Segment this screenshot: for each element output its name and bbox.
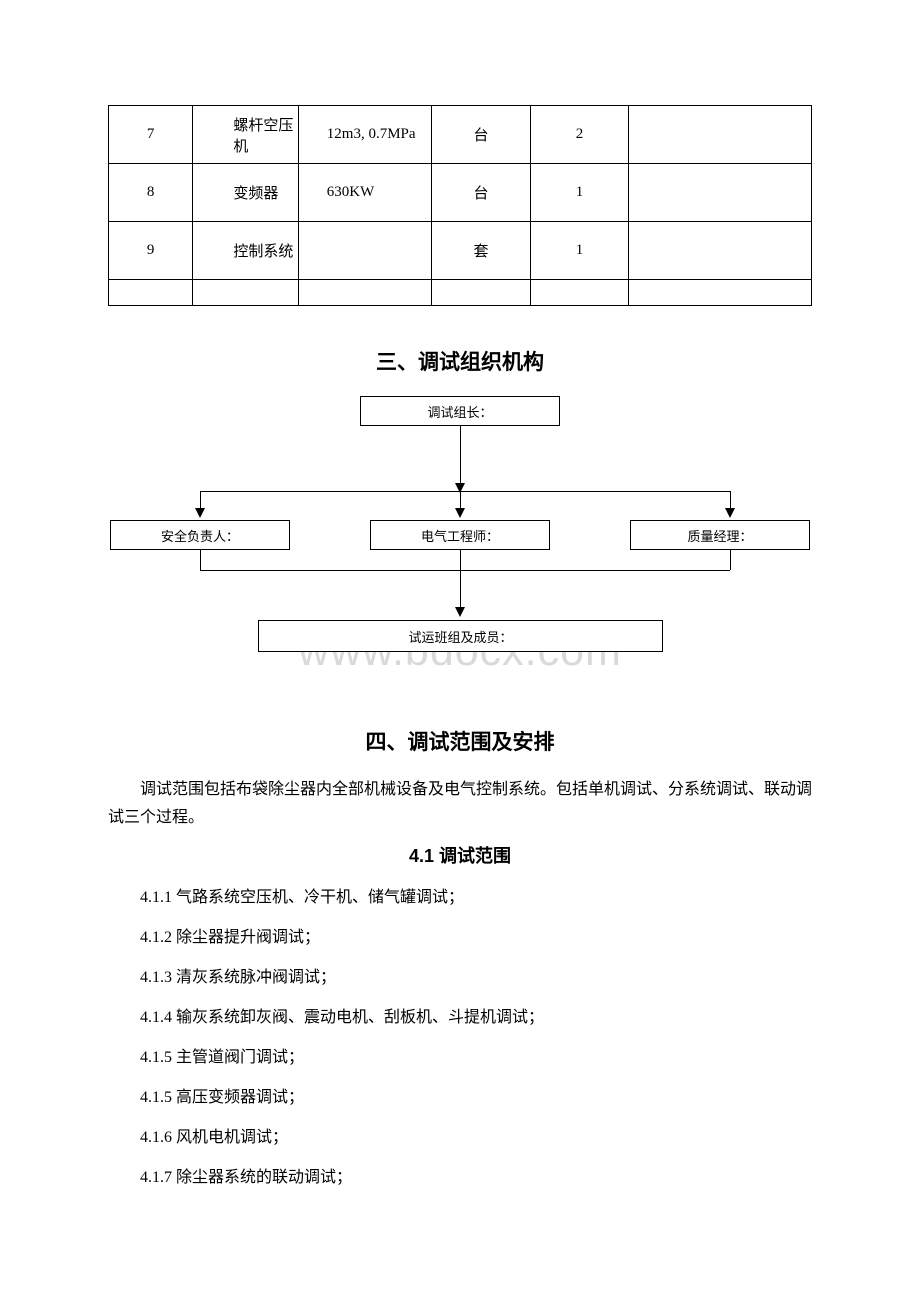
- list-item: 4.1.7 除尘器系统的联动调试；: [108, 1164, 812, 1192]
- cell-name: 控制系统: [193, 222, 298, 280]
- cell-name: 螺杆空压机: [193, 106, 298, 164]
- cell-note: [629, 164, 812, 222]
- connector-line: [200, 570, 730, 571]
- cell-no: 9: [109, 222, 193, 280]
- cell-qty: 2: [530, 106, 628, 164]
- cell-note: [629, 106, 812, 164]
- list-item: 4.1.3 清灰系统脉冲阀调试；: [108, 964, 812, 992]
- list-item: 4.1.1 气路系统空压机、冷干机、储气罐调试；: [108, 884, 812, 912]
- org-node-quality: 质量经理：: [630, 520, 810, 550]
- list-item: 4.1.6 风机电机调试；: [108, 1124, 812, 1152]
- section4-intro: 调试范围包括布袋除尘器内全部机械设备及电气控制系统。包括单机调试、分系统调试、联…: [108, 776, 812, 832]
- cell-unit: 台: [432, 106, 530, 164]
- cell-spec: 12m3, 0.7MPa: [298, 106, 432, 164]
- org-node-leader: 调试组长：: [360, 396, 560, 426]
- cell-no: 8: [109, 164, 193, 222]
- cell-spec: [298, 222, 432, 280]
- arrow-icon: [455, 508, 465, 518]
- arrow-icon: [195, 508, 205, 518]
- cell-qty: 1: [530, 164, 628, 222]
- list-item: 4.1.5 主管道阀门调试；: [108, 1044, 812, 1072]
- arrow-icon: [725, 508, 735, 518]
- list-item: 4.1.5 高压变频器调试；: [108, 1084, 812, 1112]
- cell-qty: 1: [530, 222, 628, 280]
- section4-1-title: 4.1 调试范围: [108, 842, 812, 868]
- cell-no: 7: [109, 106, 193, 164]
- table-row: 9 控制系统 套 1: [109, 222, 812, 280]
- connector-line: [460, 550, 461, 570]
- list-item: 4.1.4 输灰系统卸灰阀、震动电机、刮板机、斗提机调试；: [108, 1004, 812, 1032]
- connector-line: [460, 570, 461, 610]
- section3-title: 三、调试组织机构: [108, 346, 812, 376]
- org-node-safety: 安全负责人：: [110, 520, 290, 550]
- cell-note: [629, 222, 812, 280]
- org-node-team: 试运班组及成员：: [258, 620, 663, 652]
- table-row: 7 螺杆空压机 12m3, 0.7MPa 台 2: [109, 106, 812, 164]
- section4-title: 四、调试范围及安排: [108, 726, 812, 756]
- org-node-electrical: 电气工程师：: [370, 520, 550, 550]
- connector-line: [200, 550, 201, 570]
- cell-spec: 630KW: [298, 164, 432, 222]
- arrow-icon: [455, 607, 465, 617]
- org-chart: 调试组长： 安全负责人： 电气工程师： 质量经理： 试运班组及成员：: [110, 396, 810, 676]
- cell-unit: 套: [432, 222, 530, 280]
- table-row-empty: [109, 280, 812, 306]
- connector-line: [200, 491, 730, 492]
- list-item: 4.1.2 除尘器提升阀调试；: [108, 924, 812, 952]
- table-row: 8 变频器 630KW 台 1: [109, 164, 812, 222]
- cell-unit: 台: [432, 164, 530, 222]
- connector-line: [460, 426, 461, 486]
- cell-name: 变频器: [193, 164, 298, 222]
- connector-line: [730, 550, 731, 570]
- equipment-table: 7 螺杆空压机 12m3, 0.7MPa 台 2 8 变频器 630KW 台 1…: [108, 105, 812, 306]
